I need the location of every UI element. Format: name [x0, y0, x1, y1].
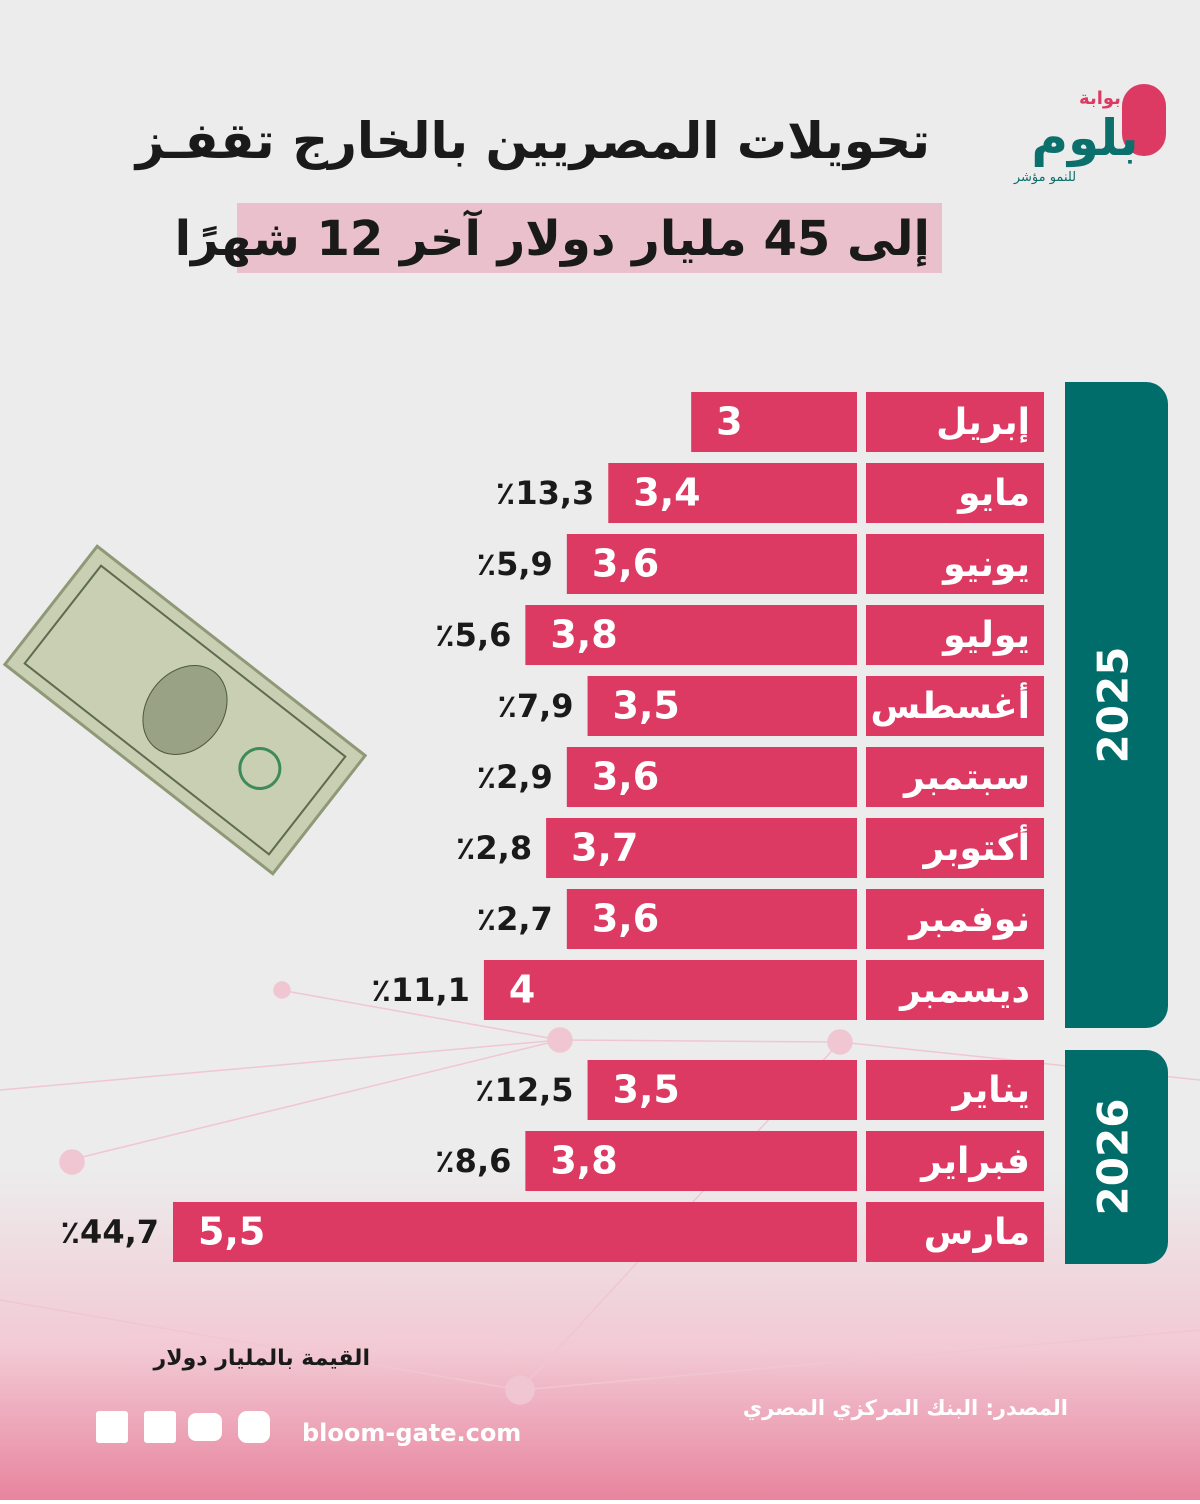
bar	[525, 605, 857, 665]
source: المصدر: البنك المركزي المصري	[743, 1396, 1068, 1421]
bar	[566, 889, 857, 949]
dollar-bill	[2, 544, 368, 876]
month-label: يوليو	[941, 615, 1030, 656]
year-panel-edge	[1065, 382, 1105, 1028]
value-label: 3,6	[592, 542, 659, 586]
youtube-icon[interactable]	[188, 1413, 222, 1441]
month-cell	[866, 605, 1044, 665]
month-cell	[866, 1060, 1044, 1120]
value-label: 3,5	[613, 684, 680, 728]
bill-seal	[238, 746, 282, 790]
growth-label: ٪5,6	[435, 616, 511, 654]
growth-label: ٪2,7	[477, 900, 553, 938]
year-panel-edge	[1065, 1050, 1105, 1264]
social-icons	[96, 1411, 270, 1443]
unit-note: القيمة بالمليار دولار	[153, 1346, 370, 1371]
growth-label: ٪2,8	[456, 829, 532, 867]
month-label: سبتمبر	[902, 757, 1030, 798]
logo-tagline: للنمو مؤشر	[1013, 170, 1076, 185]
logo-name: بلوم	[1031, 109, 1138, 168]
logo-top: بوابة	[1079, 88, 1121, 109]
website: bloom-gate.com	[302, 1419, 521, 1447]
year-label: 2025	[1089, 647, 1138, 764]
month-label: مايو	[956, 473, 1030, 514]
month-label: يونيو	[941, 544, 1030, 585]
value-label: 3,8	[550, 613, 617, 657]
month-cell	[866, 1131, 1044, 1191]
bar	[608, 463, 857, 523]
year-label: 2026	[1089, 1099, 1138, 1216]
month-label: أغسطس	[870, 682, 1030, 727]
growth-label: ٪5,9	[477, 545, 553, 583]
bill-border	[23, 564, 347, 856]
growth-label: ٪2,9	[477, 758, 553, 796]
bar	[173, 1202, 857, 1262]
bar	[525, 1131, 857, 1191]
month-cell	[866, 960, 1044, 1020]
value-label: 3	[716, 400, 742, 444]
month-label: مارس	[924, 1212, 1030, 1253]
month-cell	[866, 392, 1044, 452]
logo-mic	[1122, 84, 1166, 156]
value-label: 3,8	[550, 1139, 617, 1183]
month-label: أكتوبر	[922, 824, 1030, 869]
month-cell	[866, 1202, 1044, 1262]
value-label: 3,7	[571, 826, 638, 870]
instagram-icon[interactable]	[238, 1411, 270, 1443]
bar	[566, 534, 857, 594]
value-label: 3,4	[633, 471, 700, 515]
growth-label: ٪7,9	[497, 687, 573, 725]
month-label: نوفمبر	[907, 899, 1030, 940]
chart-title: تحويلات المصريين بالخارج تقفـز	[133, 112, 930, 171]
value-label: 3,5	[613, 1068, 680, 1112]
facebook-icon[interactable]	[96, 1411, 128, 1443]
value-label: 3,6	[592, 755, 659, 799]
month-label: فبراير	[919, 1141, 1030, 1182]
bar	[566, 747, 857, 807]
month-label: يناير	[950, 1070, 1030, 1111]
bar	[587, 1060, 857, 1120]
bar	[691, 392, 857, 452]
month-cell	[866, 889, 1044, 949]
month-cell	[866, 747, 1044, 807]
growth-label: ٪44,7	[61, 1213, 159, 1251]
month-label: ديسمبر	[898, 970, 1030, 1011]
growth-label: ٪13,3	[496, 474, 594, 512]
value-label: 4	[509, 968, 535, 1012]
bar	[546, 818, 857, 878]
x-icon[interactable]	[144, 1411, 176, 1443]
growth-label: ٪11,1	[371, 971, 469, 1009]
chart-subtitle: إلى 45 مليار دولار آخر 12 شهرًا	[175, 209, 930, 267]
bill-portrait	[142, 665, 228, 755]
growth-label: ٪12,5	[475, 1071, 573, 1109]
value-label: 5,5	[198, 1210, 265, 1254]
subtitle-highlight	[237, 203, 942, 273]
chart: 2025 إبريل 3 مايو 3,4 ٪13,3 يونيو 3,6 ٪5,9 يوليو 3…	[61, 382, 1168, 1264]
month-cell	[866, 463, 1044, 523]
growth-label: ٪8,6	[435, 1142, 511, 1180]
month-label: إبريل	[936, 402, 1030, 443]
bar	[483, 960, 857, 1020]
bar	[587, 676, 857, 736]
value-label: 3,6	[592, 897, 659, 941]
network-decor	[0, 981, 1200, 1405]
month-cell	[866, 534, 1044, 594]
month-cell	[866, 676, 1044, 736]
logo: بوابة بلوم للنمو مؤشر	[1013, 84, 1166, 185]
month-cell	[866, 818, 1044, 878]
